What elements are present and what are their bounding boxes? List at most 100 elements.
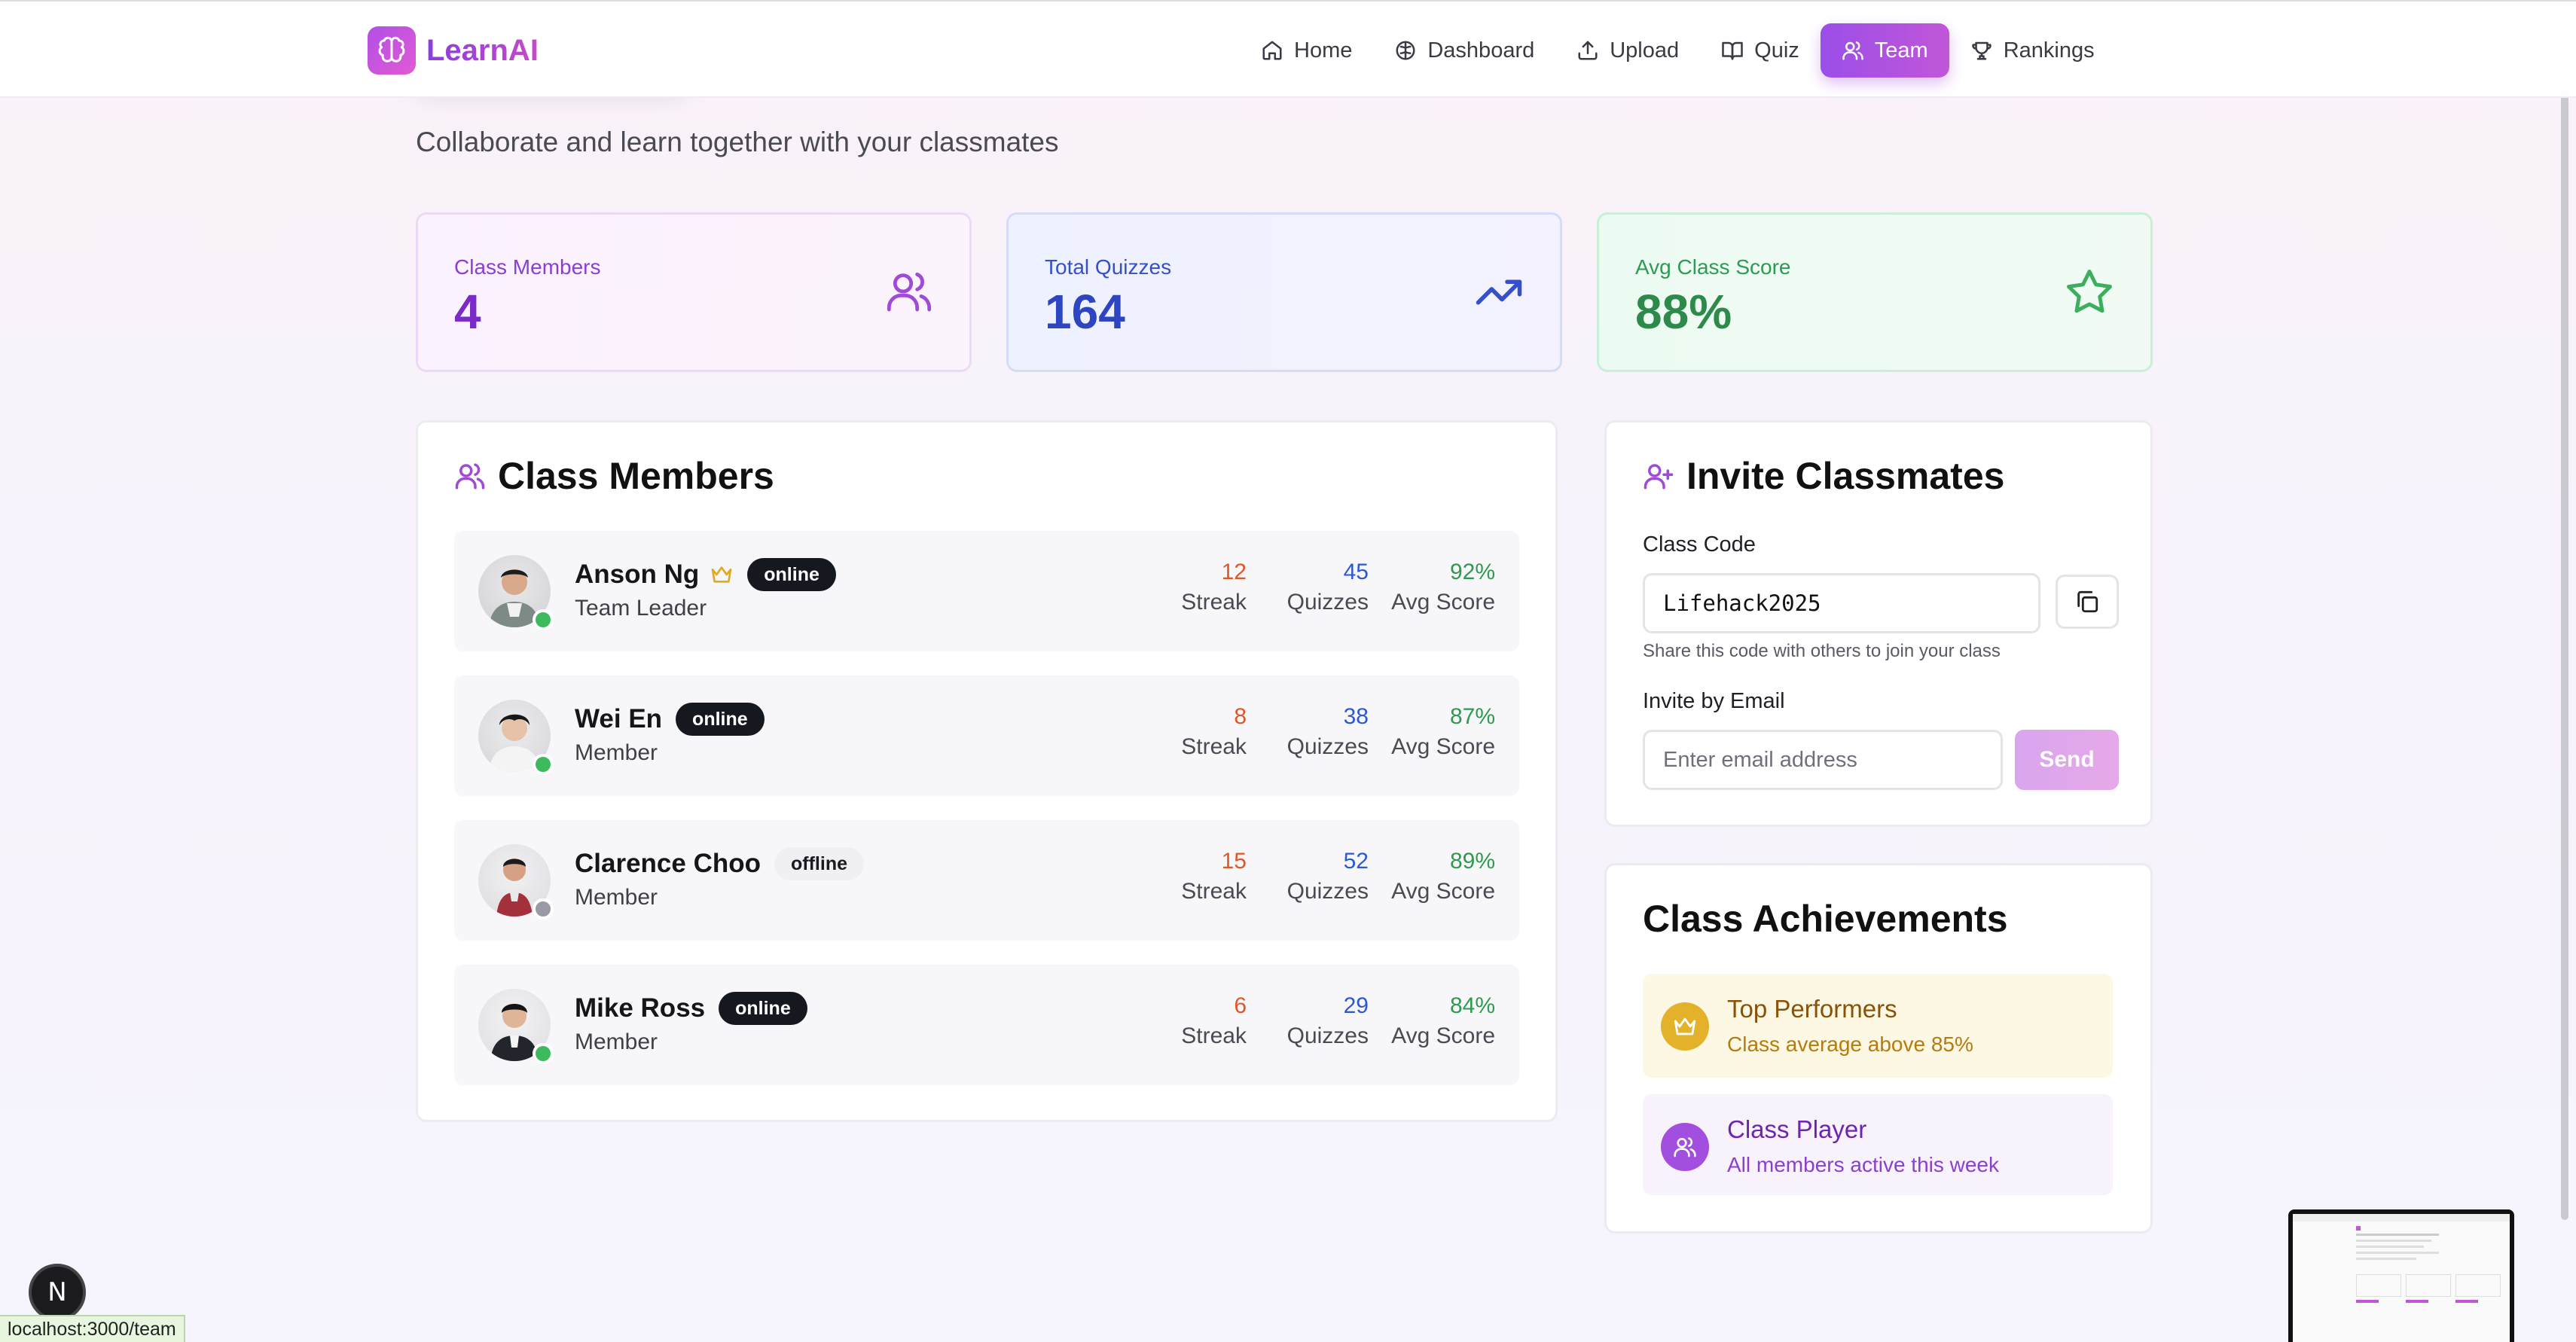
member-name-row: Mike Ross online [575,992,807,1025]
member-name: Anson Ng [575,560,700,589]
screenshot-preview-thumbnail[interactable] [2288,1209,2514,1342]
avg-value: 84% [1449,993,1495,1018]
member-quizzes: 38 Quizzes [1287,704,1369,760]
online-status-dot [533,1043,554,1064]
nav-team[interactable]: Team [1820,23,1949,78]
member-streak: 12 Streak [1181,560,1247,615]
stat-card-members: Class Members 4 [416,212,972,372]
nav-quiz-label: Quiz [1754,38,1799,63]
copy-code-button[interactable] [2056,575,2119,629]
invite-classmates-panel: Invite Classmates Class Code Lifehack202… [1604,420,2153,827]
user-plus-icon [1644,464,1674,490]
brain-icon [368,26,416,75]
nav-dashboard[interactable]: Dashboard [1373,23,1555,78]
invite-email-label: Invite by Email [1643,689,1785,713]
top-navbar: LearnAI Home Dashboard Upload Quiz Team … [0,0,2576,98]
member-row[interactable]: Wei En online Member 8 Streak 38 Quizzes 8… [454,676,1519,796]
member-role: Member [575,885,658,910]
status-badge: offline [774,847,864,880]
achievement-item: Class Player All members active this wee… [1643,1094,2113,1195]
class-members-panel: Class Members Anson Ng online Team Leade… [416,420,1558,1122]
panel-title-text: Invite Classmates [1686,455,2005,497]
member-avg-score: 87% Avg Score [1391,704,1495,760]
quizzes-label: Quizzes [1286,590,1369,615]
streak-label: Streak [1181,590,1247,615]
class-code-field[interactable]: Lifehack2025 [1643,573,2040,633]
member-role: Member [575,740,658,765]
member-avg-score: 89% Avg Score [1391,849,1495,904]
users-icon [1842,41,1863,60]
nav-rankings[interactable]: Rankings [1949,23,2116,78]
member-streak: 15 Streak [1181,849,1247,904]
copy-icon [2077,590,2098,613]
nav-upload-label: Upload [1610,38,1680,63]
panel-title: Invite Classmates [1643,454,2004,498]
status-badge: online [747,558,836,591]
page-scrollbar[interactable] [2561,90,2568,1295]
avg-label: Avg Score [1391,590,1495,615]
status-badge: online [719,992,807,1025]
nav-quiz[interactable]: Quiz [1700,23,1821,78]
member-row[interactable]: Clarence Choo offline Member 15 Streak 52… [454,820,1519,941]
online-status-dot [533,609,554,630]
member-row[interactable]: Mike Ross online Member 6 Streak 29 Quizze… [454,965,1519,1085]
member-name-row: Clarence Choo offline [575,847,864,880]
member-name: Mike Ross [575,993,706,1023]
avg-label: Avg Score [1391,879,1495,904]
streak-value: 15 [1221,849,1247,874]
achievement-subtitle: All members active this week [1727,1153,2000,1176]
invite-email-input[interactable] [1643,730,2003,790]
stat-value: 164 [1045,285,1125,339]
trending-up-icon [1476,279,1522,305]
member-name: Clarence Choo [575,849,761,878]
users-icon [455,463,485,490]
member-row[interactable]: Anson Ng online Team Leader 12 Streak 45 Q… [454,531,1519,651]
nextjs-dev-indicator[interactable]: N [29,1264,86,1321]
online-status-dot [533,754,554,775]
nav-home[interactable]: Home [1240,23,1373,78]
browser-status-url: localhost:3000/team [0,1315,185,1342]
nav-rankings-label: Rankings [2003,38,2095,63]
streak-value: 6 [1234,993,1247,1018]
avg-label: Avg Score [1391,1023,1495,1048]
member-avg-score: 92% Avg Score [1391,560,1495,615]
stat-label: Class Members [454,255,601,279]
quizzes-value: 29 [1343,993,1369,1018]
member-streak: 6 Streak [1181,993,1247,1049]
avg-value: 89% [1449,849,1495,874]
member-name: Wei En [575,704,663,734]
stat-label: Total Quizzes [1045,255,1172,279]
home-icon [1262,41,1282,60]
achievement-item: Top Performers Class average above 85% [1643,974,2113,1078]
member-name-row: Wei En online [575,703,765,736]
users-icon [1661,1123,1709,1171]
nav-dashboard-label: Dashboard [1427,38,1535,63]
offline-status-dot [533,898,554,920]
send-invite-button[interactable]: Send [2015,730,2119,790]
member-name-row: Anson Ng online [575,558,836,591]
avatar [478,844,554,920]
brand-logo[interactable]: LearnAI [368,26,539,75]
stat-value: 88% [1635,285,1732,339]
crown-icon [1661,1002,1709,1051]
nav-upload[interactable]: Upload [1555,23,1700,78]
panel-title-text: Class Members [498,455,774,497]
crown-icon [711,566,732,583]
stat-card-avg-score: Avg Class Score 88% [1597,212,2153,372]
panel-title: Class Members [454,454,774,498]
stat-label: Avg Class Score [1635,255,1791,279]
avatar [478,700,554,775]
streak-value: 8 [1234,704,1247,729]
avg-label: Avg Score [1391,734,1495,759]
page-subtitle: Collaborate and learn together with your… [416,127,1059,157]
avg-value: 92% [1449,560,1495,584]
trophy-icon [1972,41,1992,60]
scrollbar-thumb[interactable] [2561,90,2568,1220]
quizzes-value: 38 [1343,704,1369,729]
users-icon [887,272,932,312]
nav-links: Home Dashboard Upload Quiz Team Rankings [1240,23,2116,78]
member-avg-score: 84% Avg Score [1391,993,1495,1049]
member-quizzes: 52 Quizzes [1287,849,1369,904]
avg-value: 87% [1449,704,1495,729]
achievement-title: Top Performers [1727,995,1897,1023]
